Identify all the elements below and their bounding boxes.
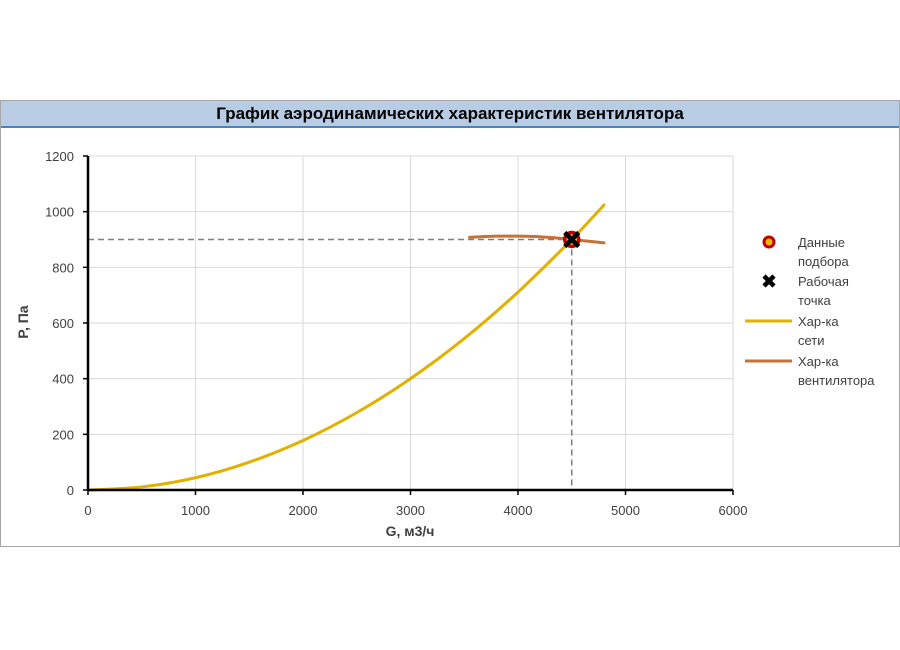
- legend-label-line: Хар-ка: [798, 314, 839, 329]
- y-axis-label: P, Па: [15, 305, 31, 338]
- reference-lines: [88, 238, 573, 490]
- chart-title: График аэродинамических характеристик ве…: [216, 103, 684, 123]
- legend-label: Хар-ка вентилятора: [798, 354, 875, 388]
- x-tick-label: 0: [84, 503, 91, 518]
- chart-title-bar: График аэродинамических характеристик ве…: [1, 101, 899, 128]
- axes: [83, 155, 734, 495]
- data-point-operating-stroke-b: [563, 230, 581, 249]
- series-line-2: [468, 234, 606, 245]
- legend-marker-x-stroke-b: [762, 274, 776, 288]
- x-tick-label: 5000: [611, 503, 640, 518]
- x-axis-label: G, м3/ч: [386, 523, 435, 539]
- series-group: [86, 203, 606, 492]
- y-tick-label: 200: [52, 427, 74, 442]
- x-tick-label: 4000: [504, 503, 533, 518]
- data-point-operating: [563, 230, 581, 249]
- legend-label-line: Данные: [798, 235, 845, 250]
- y-tick-label: 800: [52, 260, 74, 275]
- legend-label-line: вентилятора: [798, 373, 875, 388]
- legend-marker-x: [762, 274, 776, 288]
- legend-label: Данные подбора: [798, 235, 849, 269]
- y-tick-label: 600: [52, 316, 74, 331]
- legend-label-line: сети: [798, 333, 825, 348]
- series-line-1: [86, 203, 606, 492]
- legend-label-line: подбора: [798, 254, 849, 269]
- legend-marker-circle: [762, 235, 776, 249]
- x-tick-label: 2000: [289, 503, 318, 518]
- legend-label-line: точка: [798, 293, 831, 308]
- legend-label: Хар-ка сети: [798, 314, 839, 348]
- y-tick-label: 1200: [45, 149, 74, 164]
- y-tick-label: 1000: [45, 205, 74, 220]
- grid-lines: [87, 155, 734, 491]
- x-tick-label: 6000: [719, 503, 748, 518]
- legend-label-line: Хар-ка: [798, 354, 839, 369]
- x-tick-label: 1000: [181, 503, 210, 518]
- legend-label: Рабочая точка: [798, 274, 849, 308]
- legend-label-line: Рабочая: [798, 274, 849, 289]
- y-tick-label: 400: [52, 372, 74, 387]
- y-tick-label: 0: [67, 483, 74, 498]
- x-tick-label: 3000: [396, 503, 425, 518]
- tick-labels: 0 1000 2000 3000 4000 5000 6000 0 200 400 600 800 10…: [45, 149, 747, 518]
